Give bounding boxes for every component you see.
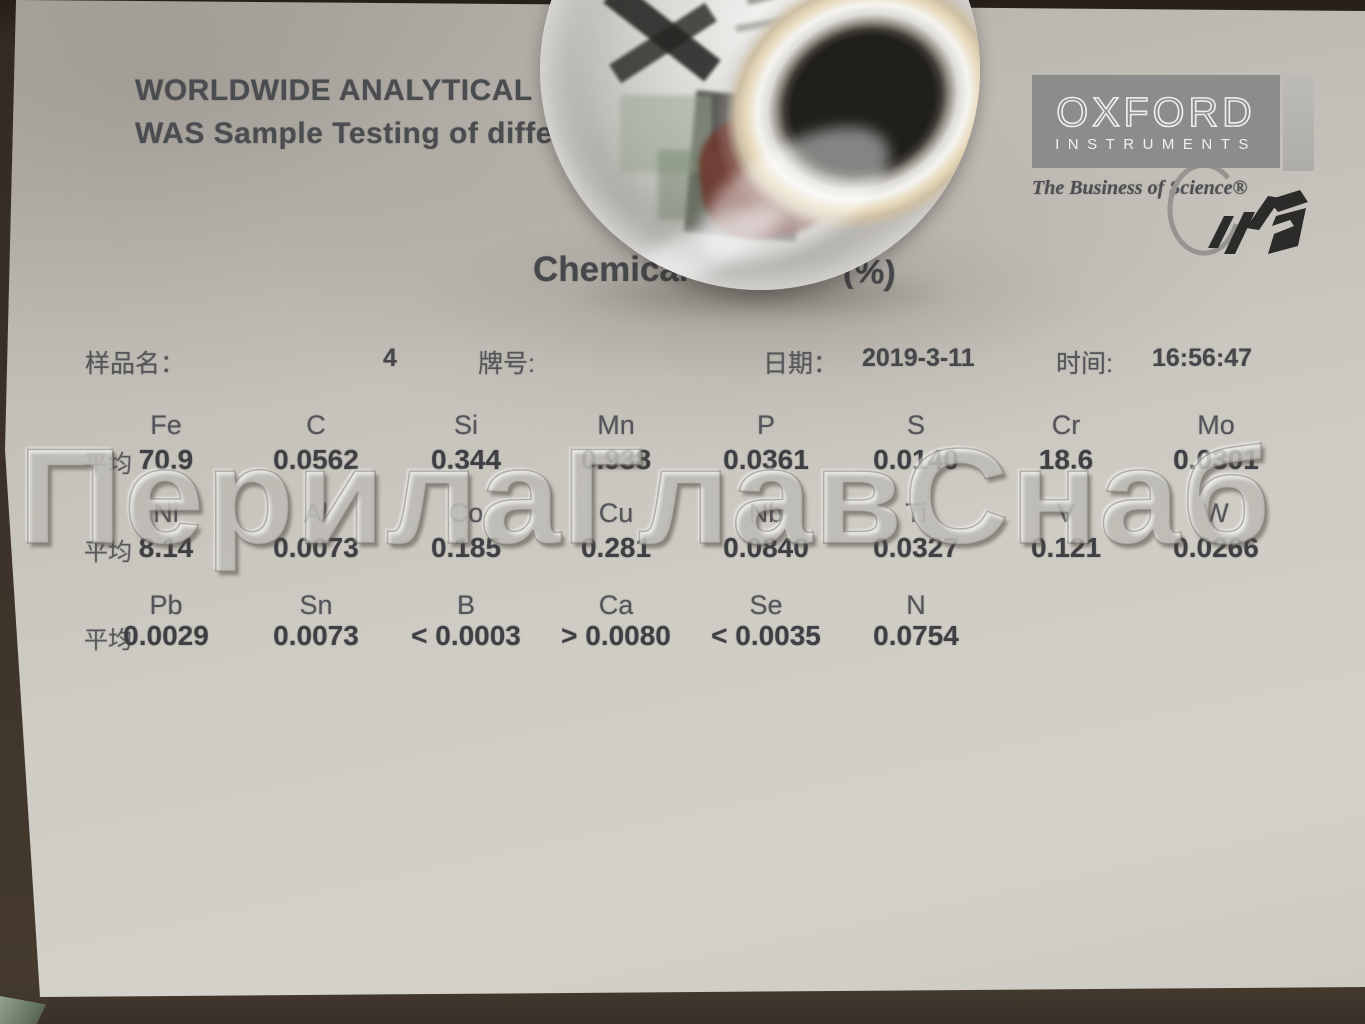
element-value: 8.14: [138, 532, 194, 563]
sample-name-value: 4: [383, 344, 397, 372]
instruments-logo-text: INSTRUMENTS: [1055, 135, 1257, 153]
table-edge-object: [0, 996, 46, 1024]
element-symbol: Nb: [748, 498, 784, 528]
element-symbol: Co: [448, 498, 484, 528]
report-header-line2: WAS Sample Testing of diffe: [135, 117, 553, 150]
element-symbol: Cr: [1051, 410, 1081, 440]
element-symbol: S: [906, 410, 926, 440]
date-value: 2019-3-11: [862, 344, 975, 372]
element-value: 0.185: [430, 532, 502, 563]
element-value-row: 平均 70.9 0.0562 0.344 0.938 0.0361 0.0140 18.6 0.…: [0, 444, 1365, 484]
average-label: 平均: [84, 451, 132, 478]
element-value: 18.6: [1038, 444, 1094, 475]
element-symbol: Sn: [299, 590, 333, 620]
element-header-row: Pb Sn B Ca Se N: [0, 590, 1365, 630]
element-symbol: Mn: [597, 410, 635, 440]
element-value-row: 平均 8.14 0.0073 0.185 0.281 0.0840 0.0327 0.121 0…: [0, 532, 1365, 572]
element-symbol: B: [456, 590, 476, 620]
logo-side-strip: [1283, 75, 1314, 171]
element-symbol: W: [1203, 498, 1229, 528]
element-symbol: Mo: [1197, 410, 1235, 440]
element-value: 0.0073: [273, 620, 359, 651]
element-value: 0.0840: [723, 532, 809, 563]
element-value: < 0.0003: [411, 620, 521, 651]
element-value: 0.0073: [273, 532, 359, 563]
element-symbol: C: [306, 410, 326, 440]
element-value: 0.121: [1030, 532, 1102, 563]
element-header-row: Fe C Si Mn P S Cr Mo: [0, 410, 1365, 450]
element-value: 0.0754: [873, 620, 959, 651]
element-value: 0.0140: [873, 444, 959, 475]
element-value: 0.0266: [1173, 532, 1259, 563]
report-header-line1: WORLDWIDE ANALYTICAL: [135, 74, 533, 107]
element-value: 0.938: [580, 444, 652, 475]
element-symbol: V: [1056, 498, 1076, 528]
element-value: 0.0327: [873, 532, 959, 563]
watermark-text: ПерилаГлавСнаб: [17, 420, 1273, 572]
element-symbol: Fe: [150, 410, 182, 440]
element-value: 70.9: [138, 444, 194, 475]
was-swirl-icon: [1167, 168, 1308, 256]
element-value: < 0.0035: [711, 620, 821, 651]
grade-label: 牌号:: [478, 350, 535, 378]
element-symbol: Ni: [153, 498, 179, 528]
element-symbol: Si: [453, 410, 479, 440]
element-symbol: Ti: [905, 498, 927, 528]
element-symbol: P: [756, 410, 776, 440]
element-value: 0.0361: [723, 444, 809, 475]
time-label: 时间:: [1056, 350, 1113, 378]
average-label: 平均: [84, 627, 132, 654]
element-value: > 0.0080: [561, 620, 671, 651]
element-value-row: 平均 0.0029 0.0073 < 0.0003 > 0.0080 < 0.0035 0.…: [0, 620, 1365, 660]
element-header-row: Ni Al Co Cu Nb Ti V W: [0, 498, 1365, 538]
element-symbol: N: [906, 590, 926, 620]
element-symbol: Se: [749, 590, 783, 620]
oxford-logo-text: OXFORD: [1055, 88, 1256, 135]
element-symbol: Pb: [149, 590, 183, 620]
time-value: 16:56:47: [1152, 344, 1253, 372]
element-value: 0.344: [430, 444, 502, 475]
element-value: 0.281: [580, 532, 652, 563]
element-value: 0.0562: [273, 444, 359, 475]
element-symbol: Ca: [598, 590, 634, 620]
element-symbol: Cu: [598, 498, 634, 528]
sample-name-label: 样品名：: [85, 350, 186, 378]
average-label: 平均: [84, 539, 132, 566]
date-label: 日期：: [763, 350, 839, 378]
element-value: 0.0301: [1173, 444, 1259, 475]
element-symbol: Al: [303, 498, 329, 528]
element-value: 0.0029: [123, 620, 209, 651]
logo-tagline: The Business of Science®: [1032, 177, 1248, 199]
oxford-instruments-logo: OXFORD INSTRUMENTS: [1032, 75, 1280, 168]
